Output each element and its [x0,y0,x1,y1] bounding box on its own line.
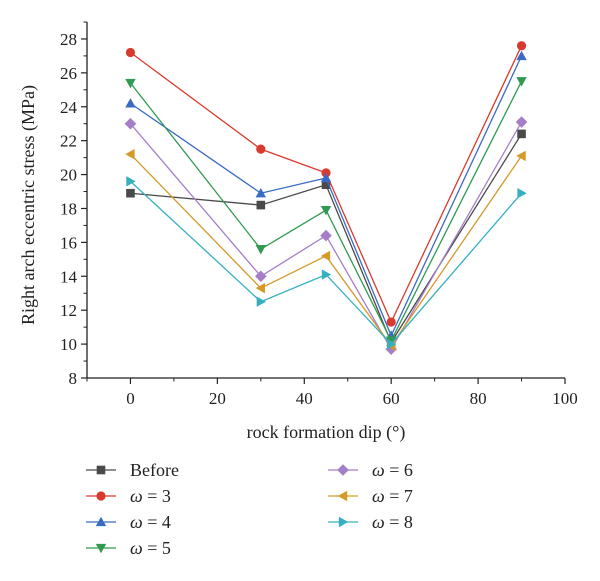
x-axis-title: rock formation dip (°) [247,422,406,443]
x-tick-label: 100 [552,389,578,408]
data-point [126,176,136,187]
data-point [126,188,135,198]
x-axis: 0 20 40 60 80 100 [86,378,578,408]
legend-item: ω = 7 [328,486,413,506]
legend-label: ω = 7 [372,486,413,506]
legend-item: ω = 6 [328,460,413,480]
y-tick-label: 8 [69,369,78,388]
series-line [130,180,523,346]
legend-marker [338,516,349,528]
data-point [320,229,332,242]
y-axis-title: Right arch eccentric stress (MPa) [18,85,39,325]
x-tick-label: 40 [296,389,313,408]
y-tick-label: 12 [60,301,77,320]
data-point [255,188,267,198]
x-tick-label: 0 [126,389,135,408]
legend-label: Before [130,460,179,480]
legend-item: ω = 4 [86,512,171,532]
legend-marker [96,491,106,501]
data-point [516,41,527,51]
legend-marker [96,465,106,475]
plot-area [86,22,565,379]
data-point [255,282,265,294]
legend-label: ω = 8 [372,512,413,532]
data-point [125,149,135,160]
data-point [125,47,136,58]
data-point [320,172,332,183]
data-point [125,78,136,89]
legend-marker [95,516,107,527]
data-point [516,150,526,162]
y-tick-label: 24 [60,98,78,117]
y-tick-label: 14 [60,267,78,286]
data-point [256,144,266,154]
legend-label: ω = 4 [130,512,171,532]
legend-label: ω = 3 [130,486,171,506]
legend-marker [337,490,348,502]
data-point [321,180,331,190]
x-tick-label: 80 [470,389,487,408]
data-point [255,270,267,283]
series [126,176,527,350]
x-tick-label: 60 [383,389,400,408]
data-point [256,296,267,307]
data-point [321,269,332,280]
y-tick-label: 20 [60,166,77,185]
legend-item: ω = 8 [328,512,413,532]
data-point [124,117,137,130]
legend-item: ω = 5 [86,538,171,558]
data-point [515,116,528,128]
y-tick-label: 18 [60,199,77,218]
data-point [387,338,397,350]
series-line [130,55,523,338]
legend-label: ω = 6 [372,460,413,480]
data-point [256,200,266,210]
legend-label: ω = 5 [130,538,171,558]
legend-marker [337,464,349,476]
legend-item: ω = 3 [86,486,171,506]
legend: Before ω = 3 ω = 4 ω = 5 ω = 6 ω = 7 ω = 8 [86,460,413,558]
data-point [517,188,527,199]
series [125,50,527,340]
y-tick-label: 16 [60,233,77,252]
y-axis: 8 10 12 14 16 18 20 22 24 26 28 [60,21,87,388]
y-tick-label: 10 [60,335,77,354]
data-point [516,77,527,87]
data-point [516,50,527,61]
series-layer [124,41,528,355]
y-tick-label: 28 [60,30,77,49]
data-point [320,250,331,262]
data-point [125,98,136,108]
y-tick-label: 22 [60,132,77,151]
data-point [320,206,332,216]
data-point [517,129,526,139]
legend-marker [95,543,107,554]
legend-item: Before [86,460,179,480]
x-tick-label: 20 [209,389,226,408]
data-point [386,317,396,327]
y-tick-label: 26 [60,64,77,83]
data-point [255,245,267,255]
